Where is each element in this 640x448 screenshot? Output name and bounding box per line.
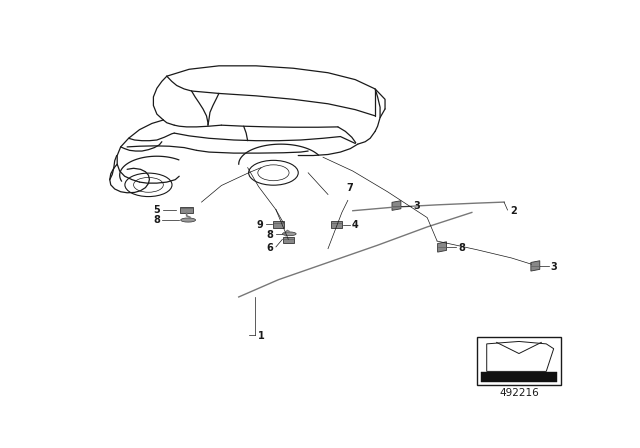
Ellipse shape (282, 232, 296, 236)
Polygon shape (438, 242, 447, 252)
Text: 6: 6 (267, 243, 273, 253)
Bar (481, 371, 557, 382)
Text: 492216: 492216 (499, 388, 539, 397)
Text: 3: 3 (550, 262, 557, 271)
Bar (180, 207, 193, 213)
Text: 8: 8 (154, 215, 161, 225)
Ellipse shape (180, 218, 196, 222)
Text: 9: 9 (257, 220, 264, 230)
Polygon shape (531, 261, 540, 271)
Text: 7: 7 (346, 183, 353, 193)
Text: 8: 8 (458, 243, 465, 253)
Text: 3: 3 (413, 201, 420, 211)
Bar (273, 221, 284, 228)
Text: 1: 1 (257, 331, 264, 341)
Polygon shape (487, 341, 554, 371)
Text: 2: 2 (511, 206, 517, 216)
Text: 8: 8 (267, 230, 273, 240)
Bar (332, 221, 342, 228)
Bar (477, 336, 561, 385)
Bar (283, 237, 294, 244)
Text: 4: 4 (352, 220, 358, 230)
Text: 5: 5 (154, 205, 161, 215)
Polygon shape (392, 201, 401, 211)
